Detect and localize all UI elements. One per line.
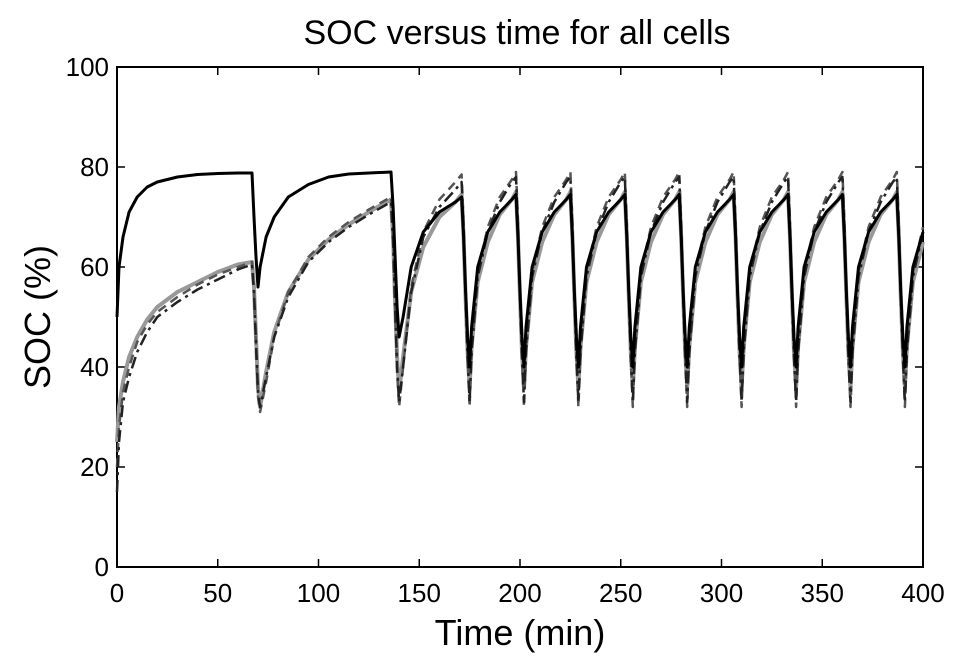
chart-title: SOC versus time for all cells — [304, 14, 731, 52]
series-line-1 — [115, 170, 925, 369]
x-tick-label: 100 — [297, 578, 340, 608]
axis-tick-labels: 0 50 100 150 200 250 300 350 400 0 20 40 60 80 100 — [66, 52, 945, 608]
y-tick-label: 0 — [95, 552, 109, 582]
series-line-4 — [115, 190, 925, 443]
x-tick-label: 350 — [801, 578, 844, 608]
x-axis-label: Time (min) — [435, 612, 606, 653]
x-tick-label: 150 — [398, 578, 441, 608]
x-tick-label: 200 — [498, 578, 541, 608]
series-lines — [115, 170, 925, 493]
y-tick-label: 40 — [80, 352, 109, 382]
x-tick-label: 50 — [203, 578, 232, 608]
x-tick-label: 400 — [901, 578, 944, 608]
y-tick-label: 20 — [80, 452, 109, 482]
y-tick-label: 80 — [80, 152, 109, 182]
y-axis-label: SOC (%) — [17, 245, 58, 389]
y-tick-label: 60 — [80, 252, 109, 282]
x-tick-label: 0 — [110, 578, 124, 608]
series-line-3 — [115, 170, 925, 468]
x-tick-label: 250 — [599, 578, 642, 608]
x-tick-label: 300 — [700, 578, 743, 608]
axis-ticks — [116, 66, 924, 568]
y-tick-label: 100 — [66, 52, 109, 82]
